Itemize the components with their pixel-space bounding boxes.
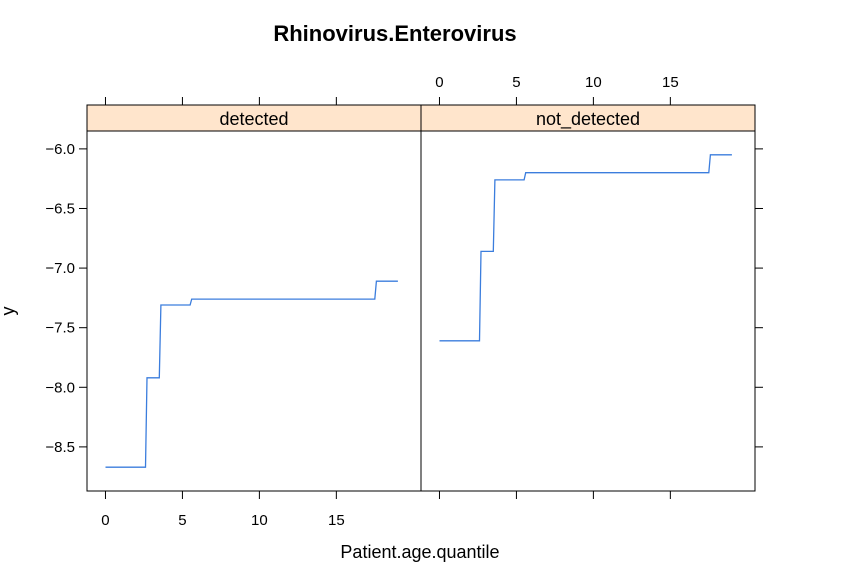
- x-tick-label: 15: [328, 512, 345, 529]
- x-axis-title: Patient.age.quantile: [340, 542, 499, 562]
- panel-frame: [420, 130, 756, 492]
- panel-strip-detected: [87, 105, 421, 131]
- x-tick-label: 5: [512, 74, 520, 91]
- panel-strip-not_detected: [421, 105, 755, 131]
- x-tick-label: 10: [251, 512, 268, 529]
- y-tick-label: −8.5: [45, 439, 75, 456]
- series-line: [439, 154, 732, 342]
- chart-title: Rhinovirus.Enterovirus: [273, 21, 516, 46]
- y-tick-label: −7.0: [45, 260, 75, 277]
- x-tick-label: 5: [178, 512, 186, 529]
- panel-frame: [86, 130, 422, 492]
- y-tick-label: −6.5: [45, 200, 75, 217]
- x-tick-label: 0: [435, 74, 443, 91]
- x-tick-label: 10: [585, 74, 602, 91]
- panel-strip-label: not_detected: [536, 109, 640, 130]
- y-tick-label: −6.0: [45, 141, 75, 158]
- x-tick-label: 15: [662, 74, 679, 91]
- panel-strip-label: detected: [219, 109, 288, 129]
- y-tick-label: −8.0: [45, 379, 75, 396]
- x-tick-label: 0: [101, 512, 109, 529]
- series-line: [105, 280, 398, 468]
- y-tick-label: −7.5: [45, 320, 75, 337]
- y-axis-title: y: [0, 307, 18, 316]
